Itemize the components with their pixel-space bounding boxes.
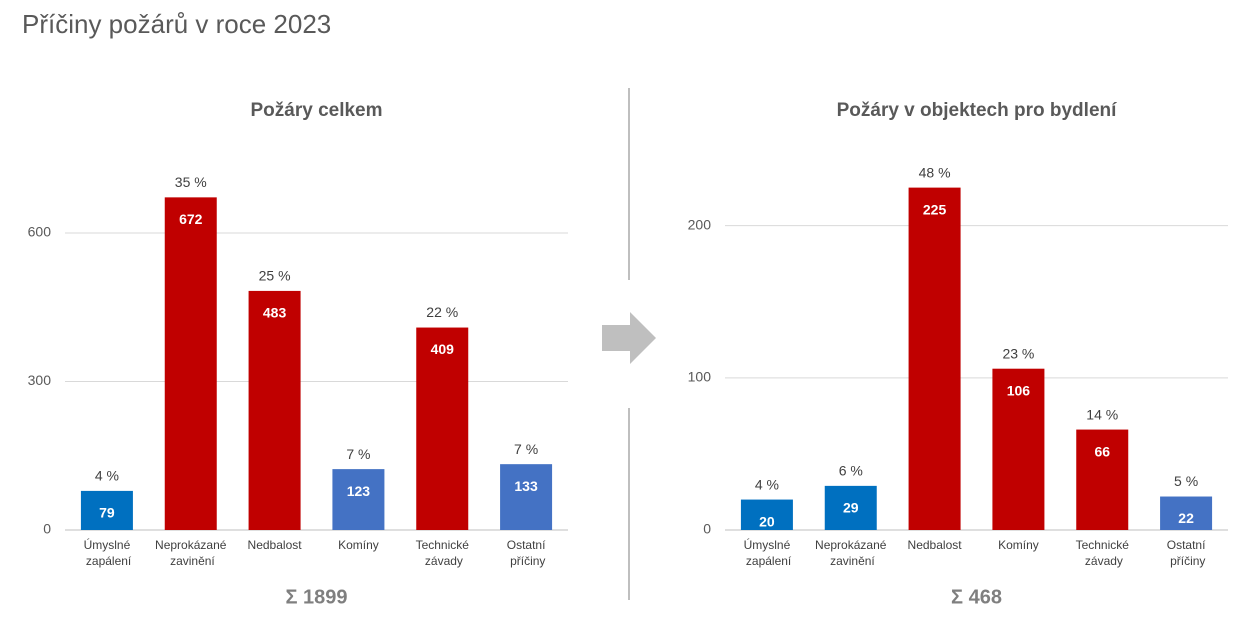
value-label: 672 (179, 211, 203, 227)
bar (500, 464, 553, 530)
x-tick-label: Ostatní příčiny (1167, 538, 1206, 568)
value-label: 106 (1007, 382, 1031, 398)
x-tick-label: Ostatní příčiny (507, 538, 546, 568)
value-label: 123 (347, 483, 371, 499)
x-tick-label: Technické závady (1076, 538, 1130, 568)
y-tick-label: 200 (688, 216, 712, 232)
percent-label: 14 % (1086, 406, 1118, 422)
bar (992, 368, 1045, 530)
value-label: 79 (99, 505, 115, 521)
x-tick-label: Nedbalost (908, 538, 963, 552)
value-label: 66 (1094, 443, 1110, 459)
y-tick-label: 0 (43, 521, 51, 537)
bar (164, 197, 217, 531)
percent-label: 4 % (95, 468, 119, 484)
total-label: Σ 468 (951, 586, 1002, 608)
value-label: 409 (431, 341, 455, 357)
chart-title: Požáry celkem (250, 100, 382, 121)
percent-label: 23 % (1002, 345, 1034, 361)
x-tick-label: Neprokázané zavinění (155, 538, 227, 568)
percent-label: 22 % (426, 304, 458, 320)
percent-label: 35 % (175, 174, 207, 190)
bar (80, 490, 133, 530)
bar (332, 469, 385, 530)
bar (248, 290, 301, 530)
bar (740, 499, 793, 530)
chart-title: Požáry v objektech pro bydlení (837, 100, 1118, 121)
page-title: Příčiny požárů v roce 2023 (22, 9, 331, 39)
bar (1160, 496, 1213, 530)
bar (416, 327, 469, 530)
percent-label: 25 % (259, 268, 291, 284)
value-label: 225 (923, 201, 947, 217)
bar (824, 485, 877, 530)
percent-label: 6 % (839, 463, 863, 479)
value-label: 133 (514, 478, 538, 494)
x-tick-label: Nedbalost (248, 538, 303, 552)
value-label: 29 (843, 500, 859, 516)
x-tick-label: Komíny (338, 538, 379, 552)
total-label: Σ 1899 (285, 586, 347, 608)
bar (1076, 429, 1129, 530)
percent-label: 7 % (514, 441, 538, 457)
x-tick-label: Komíny (998, 538, 1039, 552)
value-label: 483 (263, 305, 287, 321)
x-tick-label: Úmyslné zapálení (83, 537, 132, 568)
value-label: 22 (1178, 510, 1194, 526)
bar (908, 187, 961, 530)
percent-label: 5 % (1174, 473, 1198, 489)
y-tick-label: 300 (28, 372, 52, 388)
y-tick-label: 600 (28, 224, 52, 240)
value-label: 20 (759, 513, 775, 529)
percent-label: 7 % (346, 446, 370, 462)
x-tick-label: Technické závady (416, 538, 470, 568)
percent-label: 48 % (919, 164, 951, 180)
y-tick-label: 100 (688, 369, 712, 385)
percent-label: 4 % (755, 476, 779, 492)
x-tick-label: Úmyslné zapálení (743, 537, 792, 568)
x-tick-label: Neprokázané zavinění (815, 538, 887, 568)
arrow (602, 312, 656, 364)
y-tick-label: 0 (703, 521, 711, 537)
